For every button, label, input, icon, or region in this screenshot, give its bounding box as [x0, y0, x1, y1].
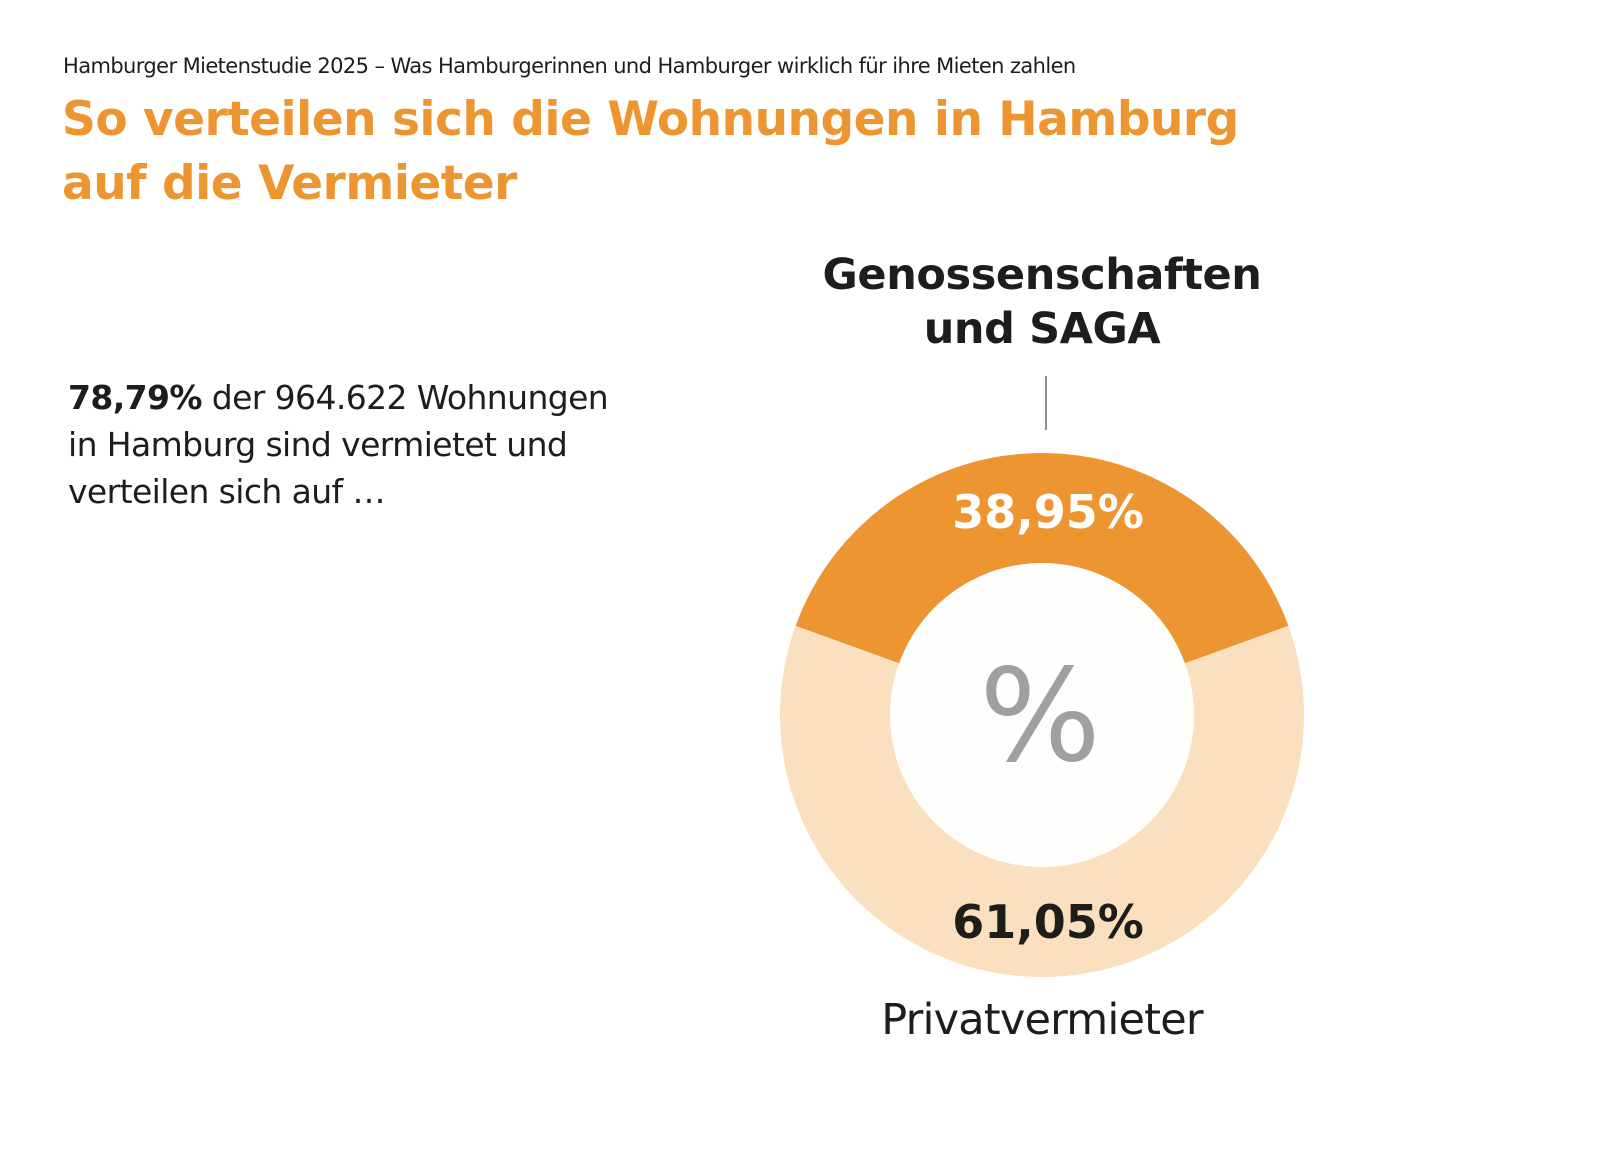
legend-label-genossenschaften-line-1: Genossenschaften [822, 250, 1262, 300]
legend-label-genossenschaften: Genossenschaften und SAGA [792, 248, 1292, 356]
title-line-1: So verteilen sich die Wohnungen in Hambu… [62, 92, 1239, 147]
intro-line-1: der 964.622 Wohnungen [201, 378, 609, 417]
intro-text: 78,79% der 964.622 Wohnungen in Hamburg … [68, 374, 688, 515]
donut-hole [890, 563, 1194, 867]
slice-value-label-privatvermieter: 61,05% [952, 895, 1144, 949]
legend-label-privatvermieter: Privatvermieter [881, 995, 1203, 1045]
center-percent-symbol: % [979, 642, 1101, 791]
title-line-2: auf die Vermieter [62, 156, 517, 211]
page-title: So verteilen sich die Wohnungen in Hambu… [62, 88, 1239, 216]
legend-label-genossenschaften-line-2: und SAGA [923, 304, 1161, 354]
slice-value-label-genossenschaften: 38,95% [952, 485, 1144, 539]
rented-share-highlight: 78,79% [68, 378, 202, 417]
study-kicker: Hamburger Mietenstudie 2025 – Was Hambur… [63, 54, 1076, 78]
intro-line-3: verteilen sich auf … [68, 472, 385, 511]
intro-line-2: in Hamburg sind vermietet und [68, 425, 568, 464]
